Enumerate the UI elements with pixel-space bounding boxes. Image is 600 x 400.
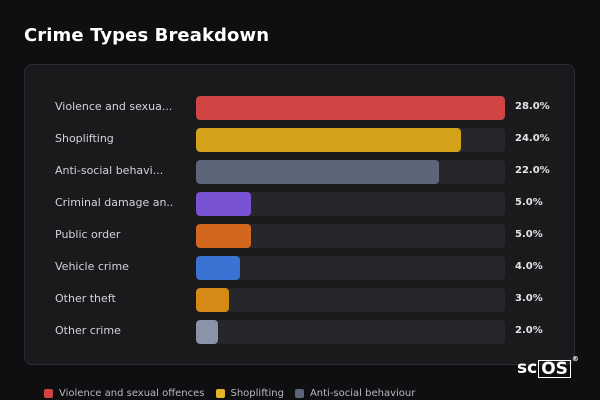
bar-track (196, 96, 505, 120)
bar-row: Violence and sexua... 28.0% (55, 96, 555, 120)
bar-fill (196, 256, 240, 280)
bar-fill (196, 160, 439, 184)
bar-track (196, 288, 505, 312)
bar-track (196, 160, 505, 184)
bar-category-label: Shoplifting (55, 132, 114, 145)
bar-fill (196, 96, 505, 120)
bar-category-label: Public order (55, 228, 121, 241)
bar-value-label: 24.0% (515, 133, 550, 144)
chart-title: Crime Types Breakdown (24, 25, 270, 46)
bar-fill (196, 320, 218, 344)
bar-category-label: Criminal damage an... (55, 196, 173, 209)
logo-registered-mark: ® (571, 355, 579, 363)
legend-swatch (215, 388, 225, 398)
bar-value-label: 4.0% (515, 261, 543, 272)
bar-track (196, 192, 505, 216)
logo-text-a: sc (517, 358, 538, 378)
bar-fill (196, 224, 251, 248)
bar-row: Public order 5.0% (55, 224, 555, 248)
bar-track (196, 256, 505, 280)
bar-category-label: Anti-social behavi... (55, 164, 164, 177)
bar-value-label: 3.0% (515, 293, 543, 304)
bar-category-label: Other theft (55, 292, 116, 305)
legend-item: Shoplifting (215, 387, 284, 399)
bar-row: Other crime 2.0% (55, 320, 555, 344)
legend-label: Shoplifting (230, 387, 284, 399)
bar-row: Other theft 3.0% (55, 288, 555, 312)
bar-category-label: Vehicle crime (55, 260, 129, 273)
bar-value-label: 28.0% (515, 101, 550, 112)
bar-row: Vehicle crime 4.0% (55, 256, 555, 280)
bar-category-label: Violence and sexua... (55, 100, 173, 113)
bar-track (196, 128, 505, 152)
brand-logo: sc OS ® (517, 355, 579, 378)
legend-label: Anti-social behaviour (309, 387, 416, 399)
bar-value-label: 5.0% (515, 197, 543, 208)
bar-track (196, 224, 505, 248)
bar-track (196, 320, 505, 344)
legend-swatch (294, 388, 304, 398)
bar-value-label: 22.0% (515, 165, 550, 176)
bar-value-label: 2.0% (515, 325, 543, 336)
chart-card: Violence and sexua... 28.0% Shoplifting 24.… (24, 64, 575, 365)
bar-fill (196, 192, 251, 216)
logo-text-b: OS (538, 360, 571, 378)
chart-legend: Violence and sexual offences Shoplifting A… (44, 386, 426, 400)
legend-swatch (44, 388, 53, 398)
bar-fill (196, 128, 461, 152)
legend-label: Violence and sexual offences (59, 387, 205, 399)
bar-row: Criminal damage an... 5.0% (55, 192, 555, 216)
legend-item: Anti-social behaviour (294, 387, 416, 399)
bar-row: Anti-social behavi... 22.0% (55, 160, 555, 184)
legend-item: Violence and sexual offences (44, 388, 205, 399)
bar-category-label: Other crime (55, 324, 121, 337)
bar-row: Shoplifting 24.0% (55, 128, 555, 152)
bar-fill (196, 288, 229, 312)
bar-value-label: 5.0% (515, 229, 543, 240)
